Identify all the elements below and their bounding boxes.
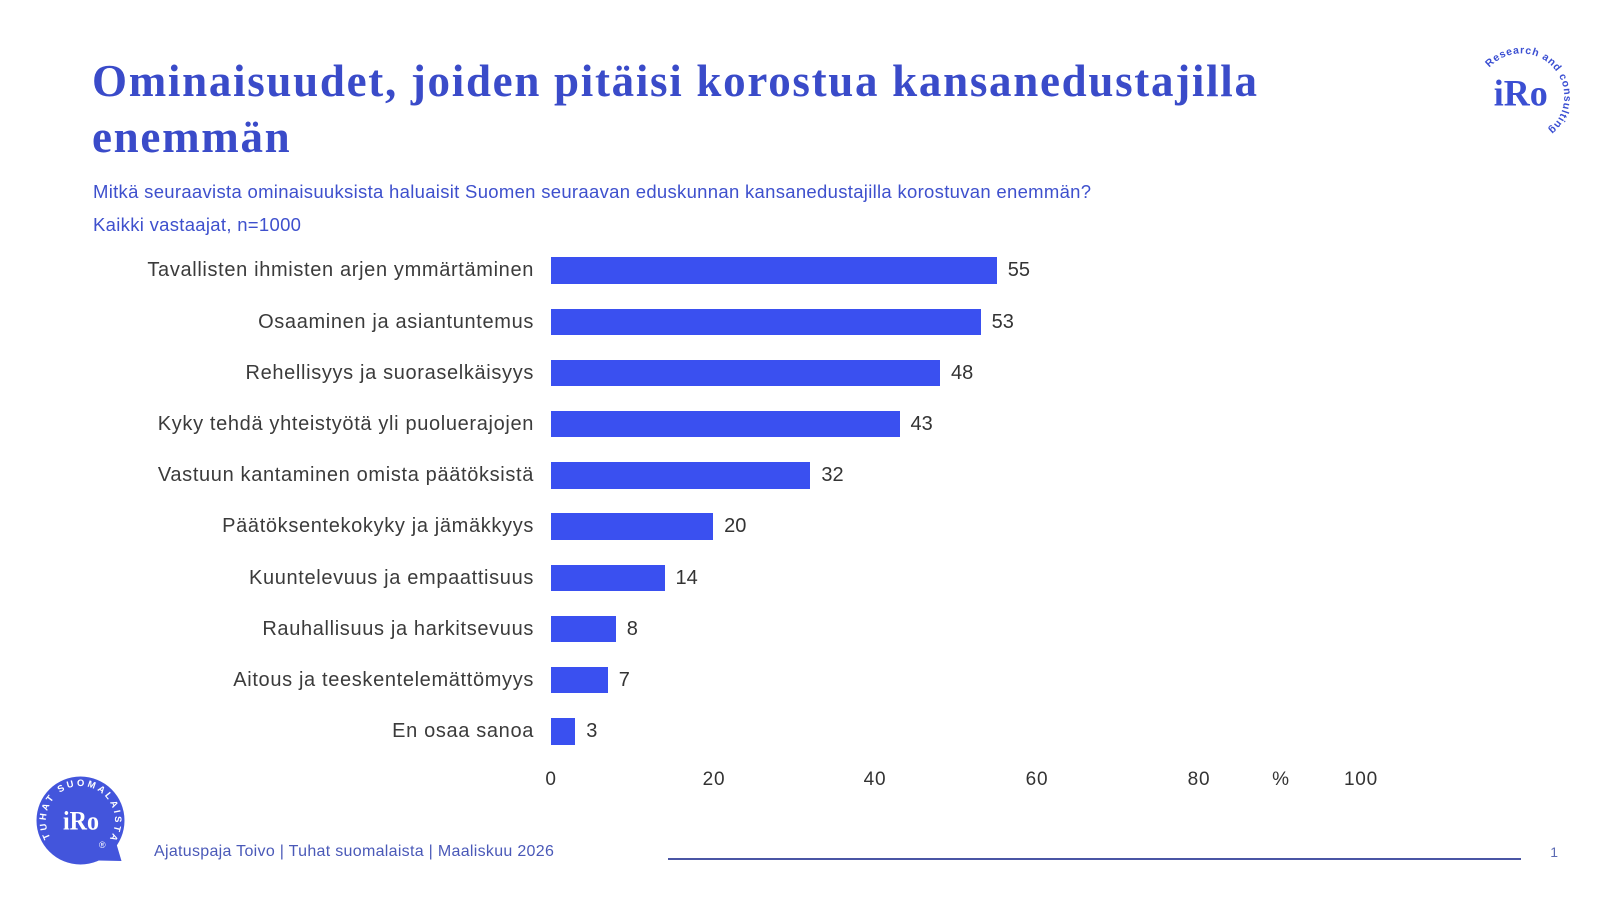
svg-text:iRo: iRo [63, 806, 99, 836]
svg-text:iRo: iRo [1494, 73, 1548, 114]
svg-text:®: ® [99, 840, 106, 850]
